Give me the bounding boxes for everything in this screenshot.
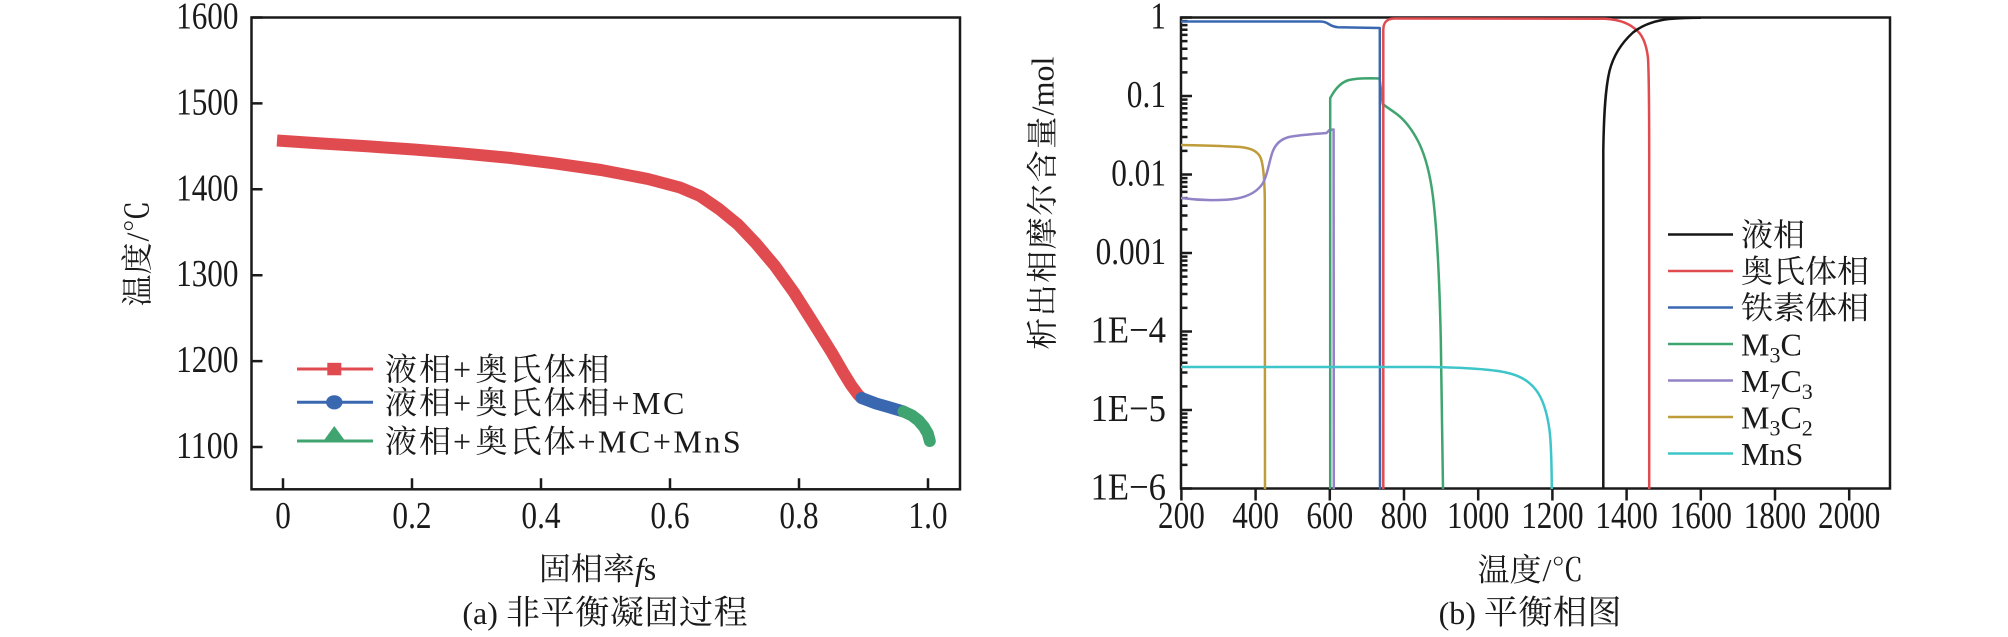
svg-text:MnS: MnS <box>1741 436 1803 472</box>
svg-text:1200: 1200 <box>176 339 238 381</box>
svg-text:1E−4: 1E−4 <box>1091 310 1166 352</box>
svg-text:/: / <box>1543 552 1552 588</box>
svg-text:800: 800 <box>1381 495 1428 537</box>
svg-text:0.6: 0.6 <box>650 495 689 537</box>
svg-text:1E−5: 1E−5 <box>1091 388 1166 430</box>
svg-text:600: 600 <box>1306 495 1353 537</box>
svg-text:2000: 2000 <box>1818 495 1880 537</box>
svg-text:0.2: 0.2 <box>392 495 431 537</box>
svg-text:(b): (b) <box>1439 595 1484 631</box>
svg-text:400: 400 <box>1232 495 1279 537</box>
svg-text:1.0: 1.0 <box>908 495 947 537</box>
svg-text:0.001: 0.001 <box>1096 231 1166 273</box>
svg-text:1300: 1300 <box>176 253 238 295</box>
svg-text:M7C3: M7C3 <box>1741 363 1813 404</box>
svg-text:1400: 1400 <box>176 167 238 209</box>
svg-text:1600: 1600 <box>176 0 238 38</box>
svg-text:0.01: 0.01 <box>1111 153 1166 195</box>
svg-text:1500: 1500 <box>176 81 238 123</box>
svg-text:0: 0 <box>275 495 291 537</box>
svg-text:1800: 1800 <box>1744 495 1806 537</box>
svg-text:fs: fs <box>635 551 656 587</box>
svg-text:0.4: 0.4 <box>521 495 560 537</box>
svg-text:200: 200 <box>1158 495 1205 537</box>
svg-text:(a): (a) <box>462 595 506 631</box>
svg-text:/mol: /mol <box>1025 57 1061 116</box>
svg-text:1400: 1400 <box>1595 495 1657 537</box>
svg-text:0.1: 0.1 <box>1127 74 1166 116</box>
svg-text:1600: 1600 <box>1670 495 1732 537</box>
svg-text:1000: 1000 <box>1447 495 1509 537</box>
svg-text:+MC+MnS: +MC+MnS <box>578 424 744 460</box>
svg-text:+: + <box>453 385 474 421</box>
svg-text:1: 1 <box>1150 0 1166 38</box>
svg-text:+MC: +MC <box>612 385 687 421</box>
svg-text:+: + <box>453 424 474 460</box>
svg-text:0.8: 0.8 <box>779 495 818 537</box>
svg-text:+: + <box>453 352 474 388</box>
svg-text:1100: 1100 <box>176 425 238 467</box>
svg-text:/: / <box>120 233 156 242</box>
svg-text:1E−6: 1E−6 <box>1091 467 1166 509</box>
svg-text:1200: 1200 <box>1521 495 1583 537</box>
